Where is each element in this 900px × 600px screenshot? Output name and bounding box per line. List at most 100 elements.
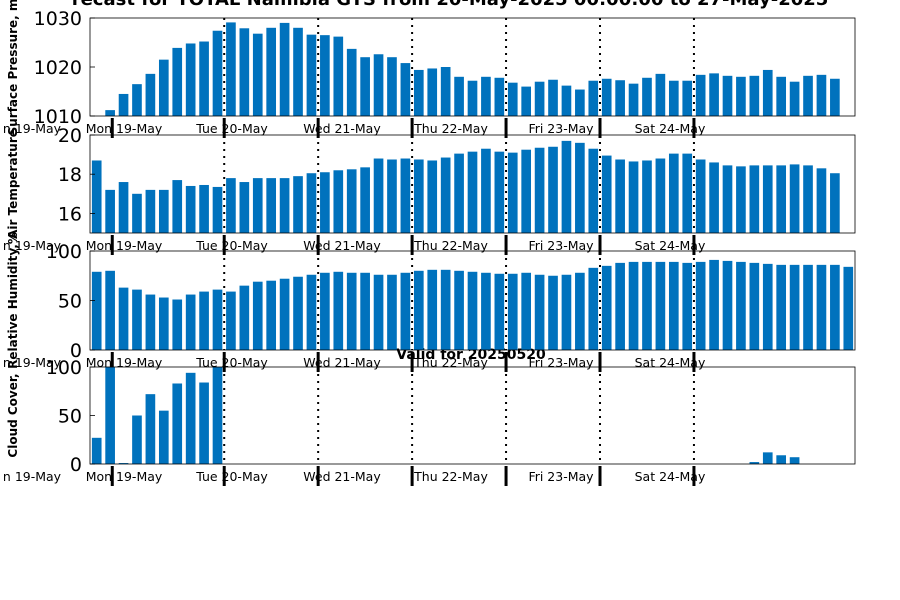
bar	[789, 264, 800, 350]
bar	[400, 272, 411, 350]
bar	[816, 168, 827, 233]
bar	[575, 272, 585, 350]
bar	[413, 159, 424, 233]
x-tick-label: Mon 19-May	[86, 469, 163, 484]
bar	[440, 67, 451, 116]
bar	[803, 264, 813, 350]
bar	[105, 110, 115, 116]
y-tick-label: 1020	[34, 57, 82, 79]
bar	[320, 35, 330, 116]
bar	[454, 76, 464, 116]
bar	[507, 273, 518, 350]
bar	[172, 180, 183, 233]
bar	[91, 437, 102, 464]
x-tick-label: Fri 23-May	[528, 355, 594, 370]
bar	[776, 455, 787, 464]
bar	[185, 43, 196, 117]
bar	[843, 266, 854, 350]
bar	[387, 274, 397, 350]
bar	[776, 165, 787, 233]
bar	[588, 80, 599, 116]
bar	[668, 153, 679, 233]
bar	[601, 155, 612, 233]
bar	[373, 54, 384, 116]
bar	[615, 262, 625, 350]
bar	[561, 85, 572, 116]
x-tick-label: Tue 20-May	[195, 121, 268, 136]
bar	[427, 68, 438, 116]
bar	[158, 59, 169, 116]
bar	[481, 76, 491, 116]
bar	[709, 73, 719, 116]
bar	[105, 367, 115, 464]
bar	[212, 367, 223, 464]
x-tick-label: n 19-May	[3, 469, 62, 484]
x-tick-label: Tue 20-May	[195, 238, 268, 253]
bar	[118, 93, 129, 116]
bar	[172, 383, 183, 464]
bar	[118, 463, 129, 464]
y-tick-label: 100	[46, 241, 82, 263]
bar	[105, 270, 115, 350]
bar	[521, 272, 532, 350]
x-tick-label: Wed 21-May	[303, 355, 381, 370]
bar	[145, 294, 156, 350]
bar	[575, 89, 585, 116]
y-axis-label: Air Temperature	[6, 129, 20, 239]
bar	[440, 157, 451, 233]
bar	[762, 452, 773, 464]
x-tick-label: Thu 22-May	[413, 469, 488, 484]
bar	[333, 170, 344, 233]
bar	[695, 261, 706, 350]
bar	[575, 142, 585, 233]
bar	[346, 48, 357, 117]
bar	[655, 158, 666, 233]
bar	[333, 36, 344, 117]
bar	[320, 172, 330, 233]
bar	[199, 291, 209, 350]
bar	[521, 149, 532, 233]
bar	[212, 186, 223, 233]
bar	[736, 261, 746, 350]
bar	[239, 182, 250, 233]
x-tick-label: n 19-May	[3, 355, 62, 370]
bar	[427, 160, 438, 233]
bar	[789, 81, 800, 116]
bar	[548, 79, 558, 116]
bar	[830, 78, 840, 116]
bar	[749, 462, 760, 464]
bar	[668, 80, 679, 116]
bar	[709, 162, 719, 233]
bar	[561, 140, 572, 233]
y-tick-label: 0	[70, 340, 82, 362]
bar	[226, 22, 236, 116]
bar	[158, 297, 169, 350]
bar	[534, 81, 545, 116]
bar	[682, 153, 693, 233]
axes-box	[89, 134, 856, 234]
bar	[185, 372, 196, 464]
bar	[172, 299, 183, 350]
x-tick-label: n 19-May	[3, 238, 62, 253]
bar	[722, 260, 733, 350]
bar	[293, 27, 303, 116]
panel-1: 1010 1020 1030 n 19-May Mon 19-May Tue 20-May…	[3, 0, 856, 138]
bar	[534, 274, 545, 350]
bar	[615, 159, 625, 233]
bar	[588, 267, 599, 350]
chart-title: recast for TOTAL Namibia GTS from 20-May…	[72, 0, 829, 10]
bar	[789, 457, 800, 464]
x-tick-label: Fri 23-May	[528, 121, 594, 136]
bar	[722, 165, 733, 233]
bar	[132, 84, 142, 116]
bar	[789, 164, 800, 233]
bar	[306, 274, 317, 350]
bar	[628, 161, 639, 233]
x-tick-label: Thu 22-May	[413, 121, 488, 136]
bar	[346, 272, 357, 350]
bar	[226, 291, 236, 350]
x-tick-label: Thu 22-May	[413, 238, 488, 253]
bar	[346, 169, 357, 233]
